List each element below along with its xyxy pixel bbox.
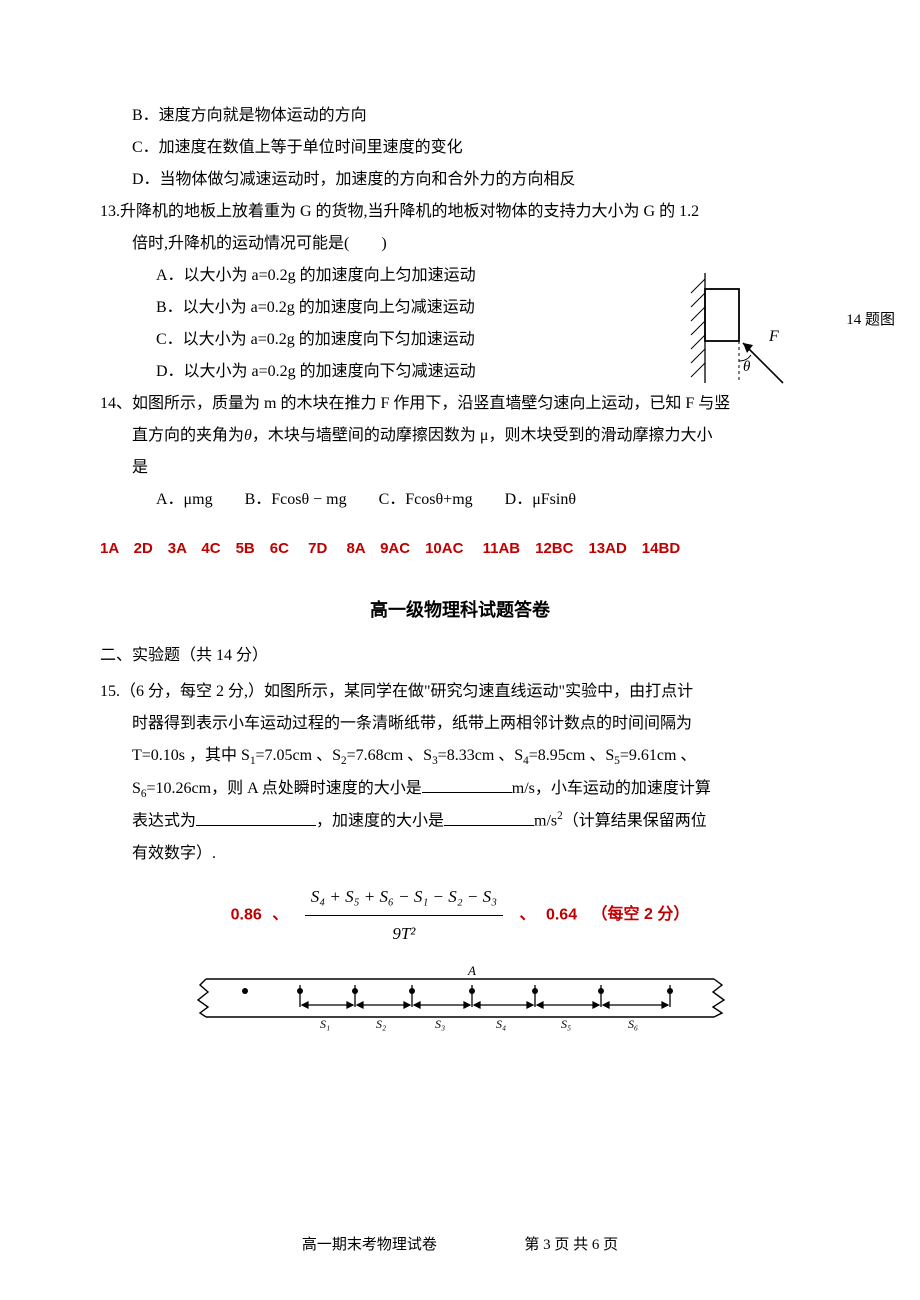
footer-right: 第 3 页 共 6 页 [524,1237,618,1253]
q15-tape-figure: A S₁ S₂ S₃ S₄ S₅ S₆ [190,965,730,1035]
q15-line-5-a: 表达式为 [132,813,196,830]
answer-key: 1A 2D 3A 4C 5B 6C 7D 8A 9AC 10AC 11AB 12… [100,534,820,564]
q15-line-4-c: m/s，小车运动的加速度计算 [512,780,711,797]
q15-line-4-b: =10.26cm，则 A 点处瞬时速度的大小是 [147,780,422,797]
q14-fig-theta-label: θ [743,359,751,375]
blank-expression [196,808,316,826]
blank-accel [444,808,534,826]
q14-stem-2a: 直方向的夹角为 [132,427,244,444]
q14-fig-f-label: F [768,328,779,345]
q15-ans-sep-1: 、 [272,906,288,923]
q14-figure-caption: 14 题图 [846,305,895,335]
q12-option-c: C．加速度在数值上等于单位时间里速度的变化 [100,132,820,164]
tape-s3: S₃ [435,1017,445,1031]
q14-theta: θ [244,427,252,444]
section-2-header: 二、实验题（共 14 分） [100,640,820,672]
q15-line-3: T=0.10s ，其中 S1=7.05cm 、S2=7.68cm 、S3=8.3… [100,740,820,773]
q15-line-3-a: T=0.10s ，其中 S [132,747,250,764]
page-footer: 高一期末考物理试卷 第 3 页 共 6 页 [0,1230,920,1260]
tape-label-a: A [467,965,476,978]
q15-line-1: 15.（6 分，每空 2 分,）如图所示，某同学在做"研究匀速直线运动"实验中，… [100,676,820,708]
blank-velocity [422,775,512,793]
q15-formula-den: 9T² [305,916,503,951]
q15-line-5-c: m/s [534,813,557,830]
q15-ans-v: 0.86 [231,906,262,923]
tape-s6: S₆ [628,1017,638,1031]
q13-stem-1: 13.升降机的地板上放着重为 G 的货物,当升降机的地板对物体的支持力大小为 G… [100,196,820,228]
q13-stem-2: 倍时,升降机的运动情况可能是( ) [100,228,820,260]
q14-stem-2: 直方向的夹角为θ，木块与墙壁间的动摩擦因数为 μ，则木块受到的滑动摩擦力大小 [100,420,820,452]
q15-s4: =8.95cm 、S [529,747,614,764]
q15-ans-tail: （每空 2 分） [592,906,690,923]
tape-s2: S₂ [376,1017,386,1031]
q14-options: A．μmg B．Fcosθ − mg C．Fcosθ+mg D．μFsinθ [100,484,820,516]
footer-left: 高一期末考物理试卷 [302,1237,437,1253]
tape-s5: S₅ [561,1017,571,1031]
q15-formula: S₄ + S₅ + S₆ − S₁ − S₂ − S₃ 9T² [305,880,503,951]
q15-line-4: S6=10.26cm，则 A 点处瞬时速度的大小是m/s，小车运动的加速度计算 [100,773,820,806]
q15-s2: =7.68cm 、S [347,747,432,764]
q14-stem-3: 是 [100,452,820,484]
tape-s1: S₁ [320,1017,330,1031]
q12-option-b: B．速度方向就是物体运动的方向 [100,100,820,132]
q14-stem-2b: ，木块与墙壁间的动摩擦因数为 μ，则木块受到的滑动摩擦力大小 [252,427,713,444]
q15-line-6: 有效数字）. [100,838,820,870]
q15-answer-row: 0.86 、 S₄ + S₅ + S₆ − S₁ − S₂ − S₃ 9T² 、… [100,880,820,951]
q15-line-5-b: ，加速度的大小是 [316,813,444,830]
q15-s3: =8.33cm 、S [438,747,523,764]
q15-line-2: 时器得到表示小车运动过程的一条清晰纸带，纸带上两相邻计数点的时间间隔为 [100,708,820,740]
q15-line-5-d: （计算结果保留两位 [563,813,707,830]
q15-ans-sep-2: 、 [519,906,535,923]
section-title: 高一级物理科试题答卷 [100,592,820,628]
q12-option-d: D．当物体做匀减速运动时，加速度的方向和合外力的方向相反 [100,164,820,196]
q15-line-4-a: S [132,780,141,797]
q15-s1: =7.05cm 、S [256,747,341,764]
q15-s5: =9.61cm 、 [620,747,697,764]
q15-ans-a: 0.64 [546,906,577,923]
q14-figure: F θ [640,265,840,395]
q15-line-5: 表达式为，加速度的大小是m/s2（计算结果保留两位 [100,805,820,837]
q15-formula-num: S₄ + S₅ + S₆ − S₁ − S₂ − S₃ [305,880,503,916]
tape-s4: S₄ [496,1017,506,1031]
